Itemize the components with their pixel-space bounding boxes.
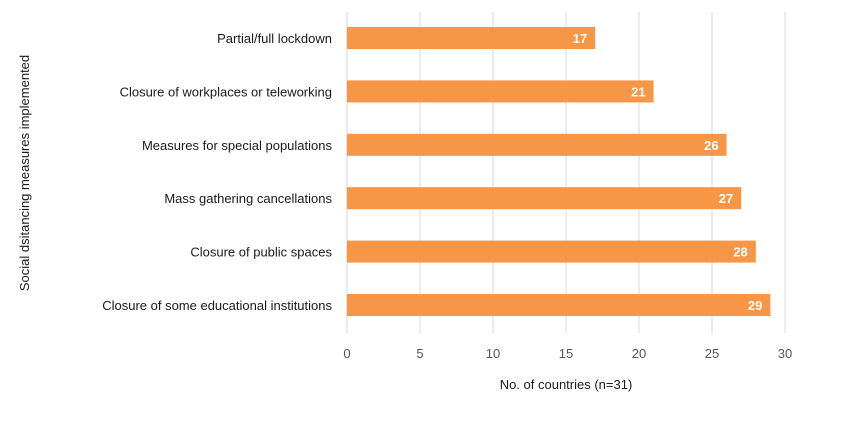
x-tick-label-30: 30 — [778, 346, 792, 361]
category-label-4: Mass gathering cancellations — [164, 191, 332, 206]
category-label-3: Measures for special populations — [142, 138, 333, 153]
bar-3 — [347, 133, 727, 156]
data-label-6: 29 — [748, 298, 762, 313]
x-tick-labels: 0 5 10 15 20 25 30 — [343, 346, 792, 361]
data-label-4: 27 — [719, 191, 733, 206]
data-label-1: 17 — [573, 31, 587, 46]
x-tick-label-25: 25 — [705, 346, 719, 361]
category-label-1: Partial/full lockdown — [217, 31, 332, 46]
bar-6 — [347, 294, 771, 316]
bar-2 — [347, 80, 654, 103]
category-label-2: Closure of workplaces or teleworking — [120, 84, 332, 99]
bar-1 — [347, 27, 596, 49]
data-label-5: 28 — [733, 245, 747, 260]
x-tick-label-20: 20 — [632, 346, 646, 361]
x-axis-title: No. of countries (n=31) — [500, 377, 633, 392]
gridlines — [346, 12, 786, 333]
bar-5 — [347, 240, 756, 263]
data-label-2: 21 — [631, 84, 645, 99]
x-tick-label-10: 10 — [486, 346, 500, 361]
x-tick-label-0: 0 — [343, 346, 350, 361]
category-label-5: Closure of public spaces — [190, 245, 332, 260]
x-tick-label-5: 5 — [416, 346, 423, 361]
y-axis-title: Social dsitancing measures implemented — [17, 55, 32, 291]
bar-4 — [347, 187, 742, 210]
category-label-6: Closure of some educational institutions — [102, 298, 332, 313]
bars: 17 21 26 27 28 29 — [347, 27, 771, 316]
data-label-3: 26 — [704, 138, 718, 153]
category-labels: Partial/full lockdown Closure of workplac… — [102, 31, 332, 313]
x-tick-label-15: 15 — [559, 346, 573, 361]
